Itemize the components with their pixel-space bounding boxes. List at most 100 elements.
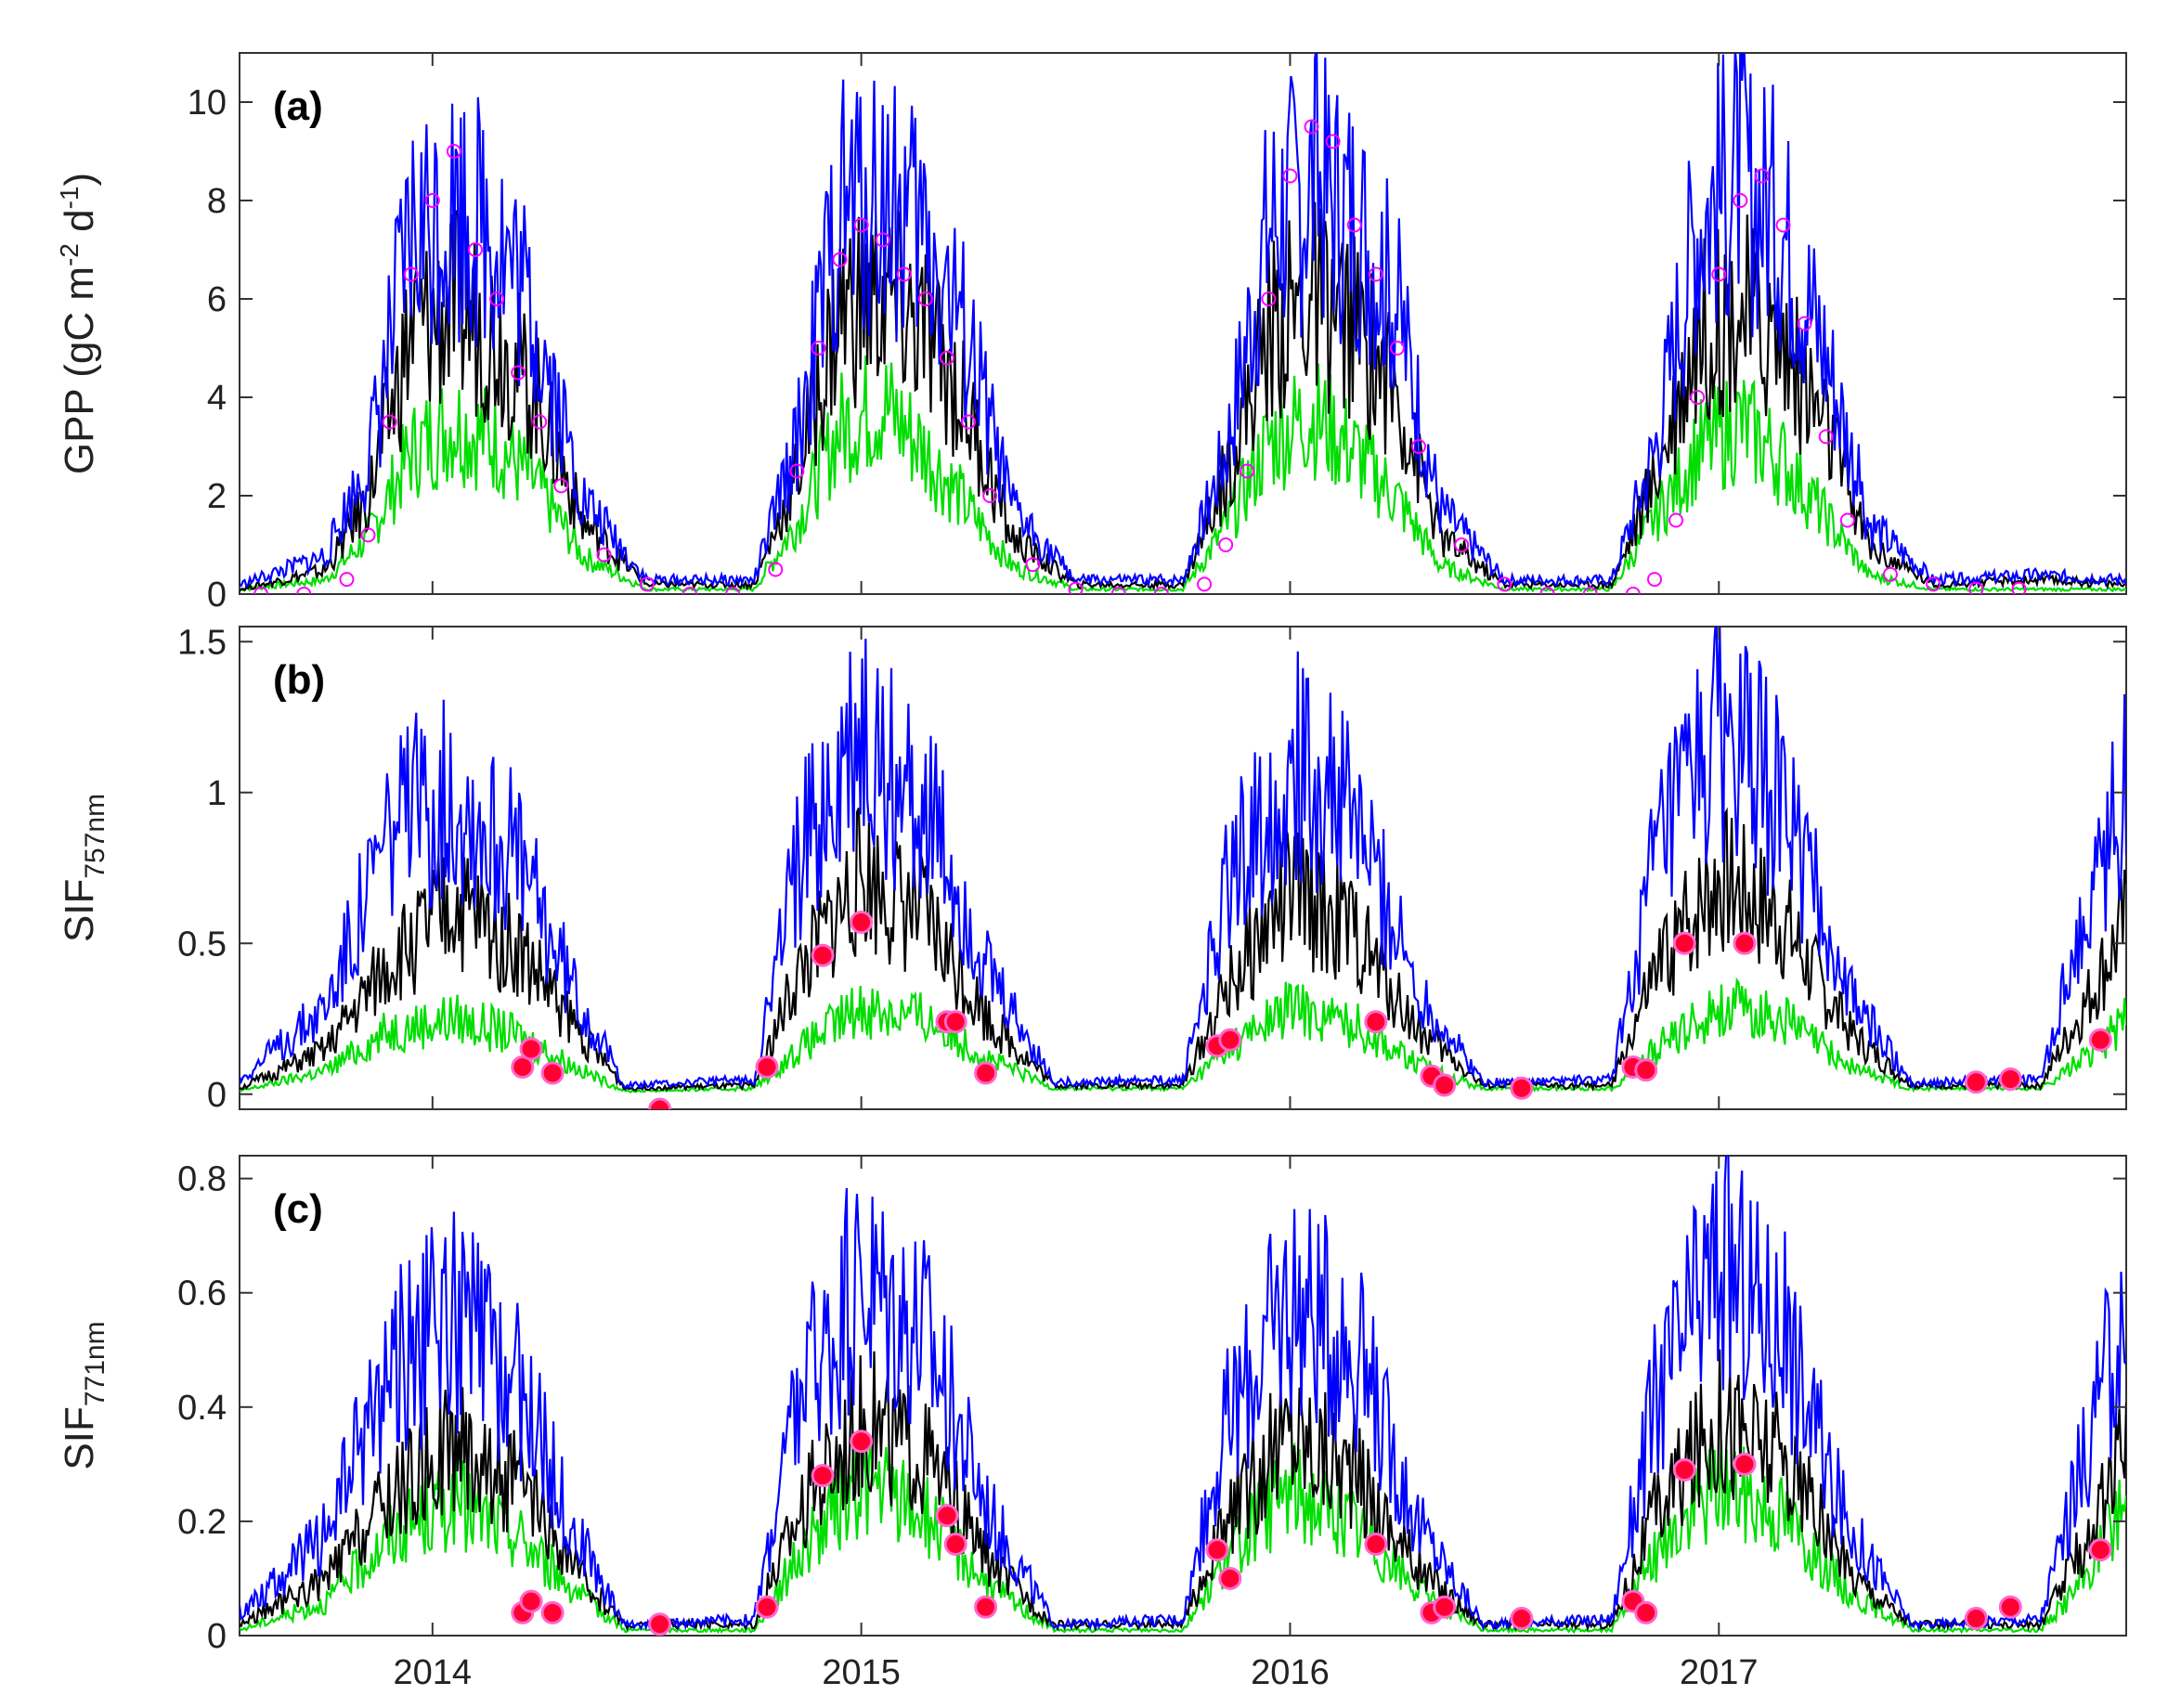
observed-gpp-point: [1775, 217, 1791, 233]
observed-gpp-point: [253, 587, 269, 594]
x-tick-label: 2014: [394, 1653, 473, 1692]
observed-gpp-point: [1282, 168, 1298, 184]
observed-sif-point: [540, 1061, 565, 1085]
observed-sif-point: [1205, 1538, 1229, 1562]
observed-gpp-point: [1839, 512, 1855, 528]
observed-gpp-point: [1304, 119, 1319, 135]
observed-gpp-point: [1926, 576, 1941, 592]
y-tick-label: 6: [207, 280, 227, 319]
plot-area: [239, 52, 2127, 595]
observed-sif-point: [1218, 1028, 1242, 1052]
panel-label: (a): [273, 84, 323, 129]
observed-gpp-point: [1389, 341, 1405, 356]
observed-gpp-point: [1818, 429, 1834, 445]
observed-sif-point: [1433, 1595, 1457, 1619]
observed-sif-point: [1510, 1607, 1534, 1631]
series-group: [240, 1156, 2126, 1636]
observed-gpp-point: [1153, 587, 1169, 594]
observed-sif-point: [1672, 1458, 1696, 1482]
observed-sif-point: [1964, 1070, 1988, 1094]
observed-sif-point: [811, 943, 835, 967]
panel-label: (c): [273, 1186, 323, 1232]
observed-sif-point: [648, 1612, 672, 1636]
observed-gpp-point: [360, 527, 376, 543]
green-series-line: [240, 356, 2126, 593]
observed-gpp-point: [768, 562, 784, 577]
series-group: [240, 627, 2126, 1109]
observed-gpp-point: [424, 193, 440, 208]
panel-b: 0 0.5 1 1.5 (b) SIF757nm: [57, 623, 2127, 1115]
y-tick-label: 1: [207, 774, 227, 813]
observed-sif-point: [1733, 931, 1757, 955]
observed-gpp-point: [811, 341, 826, 356]
y-axis-title: GPP (gC m-2 d-1): [55, 173, 102, 474]
observed-gpp-point: [1883, 566, 1898, 582]
observed-gpp-point: [1240, 463, 1255, 479]
observed-gpp-point: [940, 350, 954, 366]
y-tick-label: 2: [207, 477, 227, 516]
y-axis-title: SIF757nm: [57, 794, 110, 942]
observed-gpp-point: [896, 266, 912, 282]
blue-series-line: [240, 1156, 2126, 1632]
observed-sif-point: [1672, 931, 1696, 955]
observed-gpp-point: [382, 414, 397, 430]
y-tick-label: 0.6: [177, 1275, 227, 1313]
blue-series-line: [240, 627, 2126, 1091]
observed-gpp-point: [468, 242, 483, 257]
observed-sif-point: [511, 1055, 535, 1079]
panel-a: 0 2 4 6 8 10 (a) GPP (gC m-2 d-1): [55, 52, 2127, 615]
observed-gpp-point: [1625, 587, 1641, 594]
observed-sif-point: [943, 1533, 967, 1557]
series-group: [240, 53, 2126, 594]
x-tick-label: 2015: [822, 1653, 901, 1692]
observed-sif-point: [648, 1097, 672, 1109]
observed-gpp-point: [1754, 168, 1770, 184]
observed-gpp-point: [1261, 291, 1277, 306]
y-tick-label: 4: [207, 379, 227, 418]
x-tick-label: 2017: [1680, 1653, 1759, 1692]
y-axis-title: SIF771nm: [57, 1321, 110, 1469]
observed-gpp-point: [1325, 134, 1341, 149]
observed-gpp-point: [1647, 572, 1662, 588]
observed-gpp-point: [1110, 587, 1126, 594]
y-tick-label: 10: [188, 84, 227, 123]
y-tick-label: 8: [207, 182, 227, 221]
observed-gpp-point: [489, 291, 505, 306]
observed-sif-point: [2088, 1538, 2112, 1562]
observed-gpp-point: [1197, 576, 1213, 592]
y-tick-label: 0.4: [177, 1389, 227, 1428]
x-tick-label: 2016: [1251, 1653, 1330, 1692]
observed-sif-point: [943, 1010, 967, 1034]
observed-sif-point: [1364, 1010, 1388, 1034]
observed-gpp-point: [917, 291, 933, 306]
y-tick-label: 0.2: [177, 1503, 227, 1542]
observed-sif-point: [2088, 1028, 2112, 1052]
observed-gpp-point: [532, 414, 548, 430]
y-tick-label: 0: [207, 1617, 227, 1656]
y-tick-label: 0: [207, 1076, 227, 1115]
observed-gpp-point: [296, 587, 312, 594]
observed-gpp-point: [2011, 581, 2027, 594]
observed-gpp-point: [789, 463, 805, 479]
green-series-line: [240, 1440, 2126, 1635]
observed-gpp-point: [339, 572, 355, 588]
observed-gpp-point: [682, 587, 697, 594]
observed-sif-point: [850, 1430, 874, 1454]
observed-gpp-point: [1690, 390, 1706, 405]
observed-sif-point: [811, 1464, 835, 1488]
observed-gpp-point: [1968, 581, 1984, 594]
observed-sif-point: [935, 1504, 959, 1528]
observed-gpp-point: [875, 232, 890, 248]
y-tick-label: 0.8: [177, 1160, 227, 1199]
observed-sif-point: [1364, 1533, 1388, 1557]
observed-gpp-point: [1368, 266, 1383, 282]
observed-gpp-point: [446, 144, 461, 159]
observed-gpp-point: [1711, 266, 1727, 282]
observed-sif-point: [1634, 1600, 1658, 1624]
panel-c: 0 0.2 0.4 0.6 0.8 2014 2015 2016 2017 (c) SIF771nm: [57, 1155, 2127, 1692]
observed-gpp-point: [1068, 581, 1084, 594]
observed-sif-point: [1218, 1566, 1242, 1590]
black-series-line: [240, 807, 2126, 1092]
observed-gpp-point: [1454, 537, 1470, 552]
observed-gpp-point: [1346, 217, 1362, 233]
